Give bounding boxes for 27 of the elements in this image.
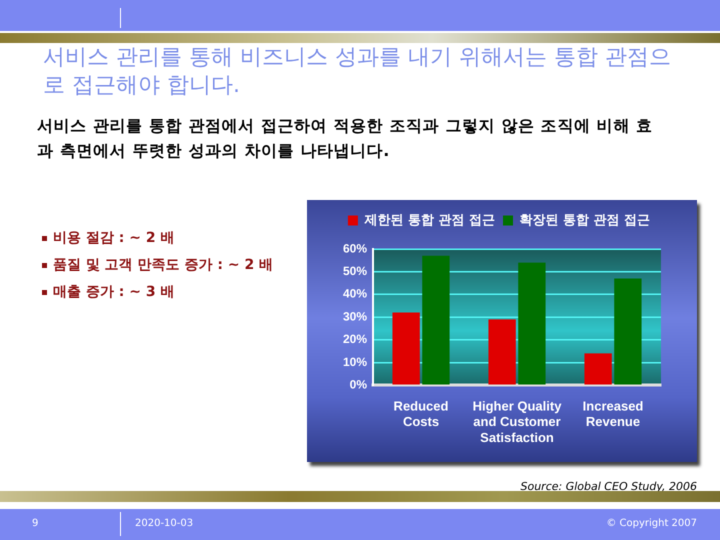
bar bbox=[584, 353, 612, 384]
text: 9 bbox=[32, 518, 38, 529]
x-tick-label: Higher Quality and Customer Satisfaction bbox=[472, 398, 562, 445]
y-tick-label: 10% bbox=[342, 354, 368, 369]
y-tick-label: 20% bbox=[342, 332, 368, 346]
y-tick-label: 40% bbox=[342, 286, 368, 301]
x-tick-label: Reduced Costs bbox=[394, 398, 449, 430]
text: 2020-10-03 bbox=[135, 518, 194, 529]
text: 매출 증가 : ~ 3 배 bbox=[52, 283, 174, 301]
bar bbox=[518, 262, 546, 384]
bar bbox=[614, 278, 642, 384]
legend-label: 확장된 통합 관점 접근 bbox=[520, 212, 650, 228]
bar bbox=[392, 312, 420, 384]
x-tick-label: Increased Revenue bbox=[582, 398, 644, 430]
y-tick-label: 0% bbox=[350, 378, 368, 392]
text: © Copyright 2007 bbox=[606, 518, 697, 529]
source-note: Source: Global CEO Study, 2006 bbox=[520, 480, 697, 493]
y-tick-label: 30% bbox=[342, 309, 368, 324]
legend-label: 제한된 통합 관점 접근 bbox=[363, 212, 495, 228]
y-tick-label: 60% bbox=[342, 241, 368, 256]
text: 비용 절감 : ~ 2 배 bbox=[52, 229, 174, 247]
bar bbox=[422, 256, 450, 384]
text: 품질 및 고객 만족도 증가 : ~ 2 배 bbox=[52, 256, 274, 274]
y-tick-label: 50% bbox=[342, 264, 368, 278]
chart-subtitle: 서비스 관리를 통합 관점에서 접근하여 적용한 조직과 그렇지 않은 조직에 비해 효과 측면에서 뚜렷한 성과의 차이를 나타냅니다. bbox=[37, 115, 654, 162]
chart-title: 서비스 관리를 통해 비즈니스 성과를 내기 위해서는 통합 관점으로 접근해야 합니다. bbox=[43, 44, 672, 100]
bar bbox=[488, 319, 516, 384]
